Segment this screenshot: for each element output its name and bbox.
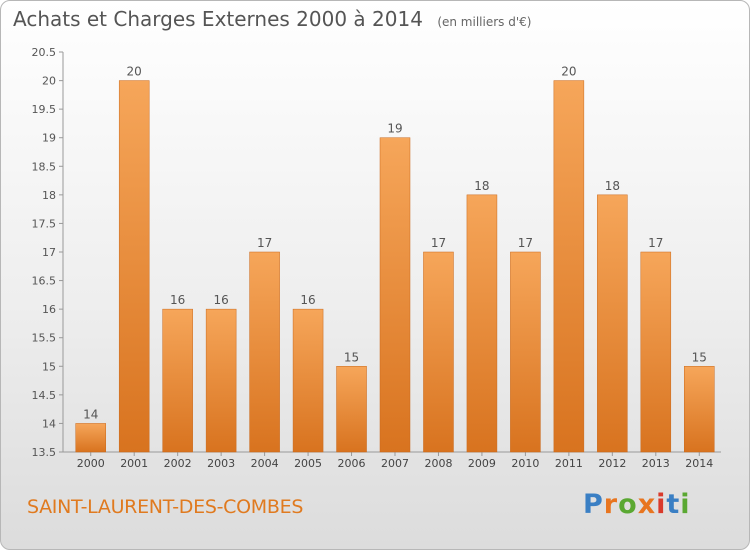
chart-axes: 13.5 14 14.5 15 15.5 16 16.5 17 17.5 18 18.5 19 19.5… <box>32 46 721 470</box>
bar-value-label: 17 <box>648 236 663 250</box>
bar-value-label: 20 <box>561 65 576 79</box>
x-tick-label: 2014 <box>685 457 713 470</box>
bar-value-label: 17 <box>257 236 272 250</box>
x-tick-label: 2006 <box>338 457 366 470</box>
logo-letter: o <box>618 489 638 520</box>
bar-value-label: 16 <box>213 293 228 307</box>
bar-2014 <box>684 366 715 453</box>
bar-value-label: 15 <box>692 350 707 364</box>
y-tick-label: 18 <box>42 189 56 202</box>
x-tick-label: 2007 <box>381 457 409 470</box>
y-tick-label: 15.5 <box>32 332 57 345</box>
logo-letter: x <box>637 489 657 520</box>
proxiti-logo: Proxiti <box>583 489 691 520</box>
x-tick-label: 2002 <box>164 457 192 470</box>
x-tick-label: 2003 <box>207 457 235 470</box>
bar-2010 <box>510 251 541 453</box>
bar-value-label: 19 <box>387 122 402 136</box>
x-tick-label: 2010 <box>511 457 539 470</box>
logo-letter: i <box>656 489 667 520</box>
x-tick-label: 2001 <box>120 457 148 470</box>
y-tick-label: 15 <box>42 360 56 373</box>
logo-letter: t <box>666 489 681 520</box>
bar-2003 <box>205 308 237 453</box>
y-tick-label: 18.5 <box>32 160 57 173</box>
chart-title-text: Achats et Charges Externes 2000 à 2014 <box>13 7 423 31</box>
bar-value-label: 17 <box>518 236 533 250</box>
bar-value-label: 16 <box>170 293 185 307</box>
bar-2009 <box>466 194 498 453</box>
bar-value-label: 18 <box>474 179 489 193</box>
bar-2000 <box>75 423 106 453</box>
bar-2004 <box>249 251 280 453</box>
bar-2002 <box>162 308 193 453</box>
y-tick-label: 20 <box>42 75 56 88</box>
y-tick-label: 19 <box>42 132 56 145</box>
y-tick-label: 13.5 <box>32 446 57 459</box>
bar-2012 <box>597 194 628 453</box>
bar-2007 <box>379 137 411 453</box>
y-tick-label: 16 <box>42 303 56 316</box>
y-tick-label: 17.5 <box>32 217 57 230</box>
bar-value-label: 14 <box>83 407 98 421</box>
chart-subtitle: (en milliers d'€) <box>437 15 532 29</box>
y-tick-label: 16.5 <box>32 275 57 288</box>
x-tick-label: 2005 <box>294 457 322 470</box>
y-tick-label: 19.5 <box>32 103 57 116</box>
x-tick-label: 2012 <box>598 457 626 470</box>
y-tick-label: 14.5 <box>32 389 57 402</box>
commune-name: SAINT-LAURENT-DES-COMBES <box>27 496 304 518</box>
x-tick-label: 2008 <box>424 457 452 470</box>
y-tick-label: 20.5 <box>32 46 57 59</box>
chart-value-labels: 14 20 16 16 17 16 15 19 17 18 17 20 18 17 15 <box>83 65 707 422</box>
logo-letter: P <box>583 489 604 520</box>
y-tick-label: 14 <box>42 417 56 430</box>
logo-letter: i <box>680 489 691 520</box>
bar-value-label: 15 <box>344 350 359 364</box>
x-tick-label: 2004 <box>251 457 279 470</box>
x-tick-label: 2011 <box>555 457 583 470</box>
bar-2005 <box>292 308 324 453</box>
bar-value-label: 16 <box>300 293 315 307</box>
x-tick-label: 2013 <box>642 457 670 470</box>
bar-value-label: 18 <box>605 179 620 193</box>
bar-2008 <box>423 251 454 453</box>
bar-2013 <box>640 251 672 453</box>
bar-value-label: 20 <box>127 65 142 79</box>
bar-2006 <box>336 366 367 453</box>
bar-value-label: 17 <box>431 236 446 250</box>
x-tick-label: 2009 <box>468 457 496 470</box>
bar-2001 <box>118 80 150 453</box>
bar-2011 <box>553 80 585 453</box>
x-tick-label: 2000 <box>77 457 105 470</box>
chart-bars <box>75 80 715 453</box>
logo-letter: r <box>603 489 619 520</box>
y-tick-label: 17 <box>42 246 56 259</box>
chart-title: Achats et Charges Externes 2000 à 2014 (… <box>13 7 531 31</box>
